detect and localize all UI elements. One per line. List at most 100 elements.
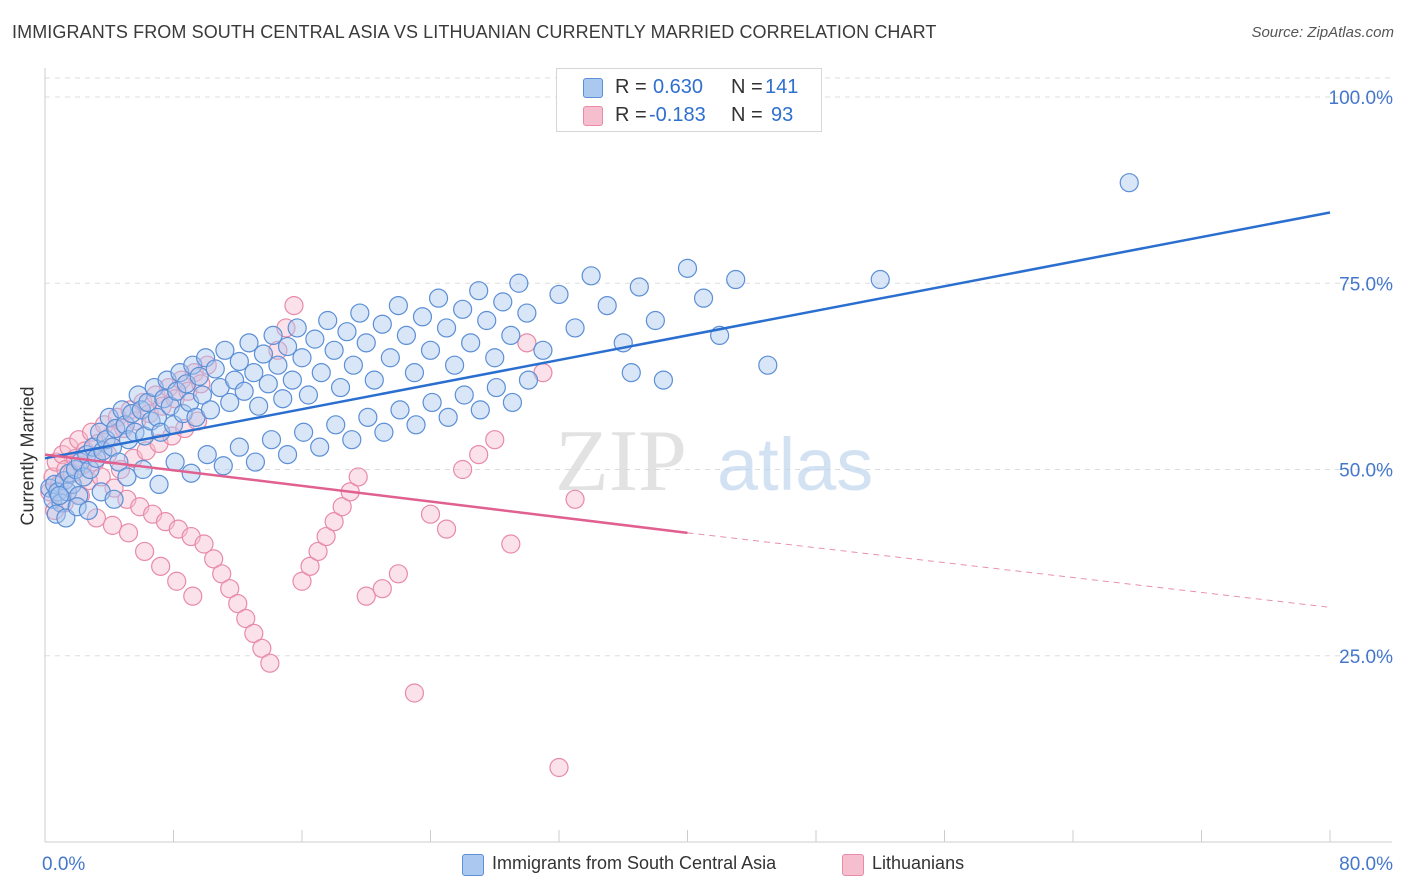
south-central-asia-point xyxy=(330,377,351,398)
south-central-asia-point xyxy=(343,355,363,375)
south-central-asia-point xyxy=(388,296,408,316)
south-central-asia-point xyxy=(758,355,778,375)
pink-swatch xyxy=(583,106,603,126)
south-central-asia-point xyxy=(501,325,521,345)
lithuanians-point xyxy=(268,340,288,360)
correlation-legend: R = 0.630 N = 141 R = -0.183 N = 93 xyxy=(556,68,822,132)
lithuanians-points xyxy=(40,296,585,778)
south-central-asia-point xyxy=(73,467,94,487)
x-tick-label: 80.0% xyxy=(1339,854,1393,875)
y-tick-label: 100.0% xyxy=(1329,88,1394,109)
chart-title: IMMIGRANTS FROM SOUTH CENTRAL ASIA VS LI… xyxy=(12,22,937,42)
south-central-asia-point xyxy=(337,322,357,342)
south-central-asia-points xyxy=(40,173,1139,528)
south-central-asia-point xyxy=(112,400,132,420)
south-central-asia-point xyxy=(412,307,433,327)
legend-n-label: N = xyxy=(731,104,763,126)
south-central-asia-point xyxy=(453,299,473,319)
trend-line-south-central-asia xyxy=(44,211,1331,460)
south-central-asia-point xyxy=(406,415,426,435)
south-central-asia-point xyxy=(565,318,585,338)
south-central-asia-point xyxy=(90,422,110,442)
lithuanians-point xyxy=(436,519,457,539)
south-central-asia-point xyxy=(197,445,217,465)
south-central-asia-point xyxy=(215,340,235,360)
south-central-asia-point xyxy=(502,392,523,413)
south-central-asia-point xyxy=(305,329,325,349)
south-central-asia-point xyxy=(470,400,490,420)
south-central-asia-point xyxy=(128,385,148,405)
south-central-asia-point xyxy=(51,493,71,513)
y-tick-label: 25.0% xyxy=(1339,647,1393,668)
lithuanians-point xyxy=(212,564,232,584)
south-central-asia-point xyxy=(189,366,209,386)
lithuanians-point xyxy=(324,512,344,532)
lithuanians-point xyxy=(104,478,124,498)
south-central-asia-point xyxy=(485,348,505,368)
south-central-asia-point xyxy=(67,497,87,517)
south-central-asia-point xyxy=(726,269,746,290)
south-central-asia-point xyxy=(396,325,417,345)
x-tick-label: 0.0% xyxy=(42,854,85,875)
south-central-asia-point xyxy=(192,385,213,405)
south-central-asia-point xyxy=(261,430,282,450)
trend-line-lithuanians-extension xyxy=(687,532,1331,608)
south-central-asia-point xyxy=(444,355,465,375)
lithuanians-point xyxy=(183,586,203,606)
south-central-asia-point xyxy=(324,340,344,360)
south-central-asia-point xyxy=(509,273,529,293)
south-central-asia-point xyxy=(653,370,674,390)
lithuanians-point xyxy=(404,683,425,703)
south-central-asia-point xyxy=(213,456,233,476)
south-central-asia-point xyxy=(263,325,283,345)
south-central-asia-point xyxy=(220,392,240,413)
legend-r-label: R = xyxy=(615,76,647,98)
lithuanians-point xyxy=(236,608,256,629)
lithuanians-point xyxy=(388,564,408,584)
lithuanians-point xyxy=(167,571,187,591)
south-central-asia-point xyxy=(461,333,481,353)
south-central-asia-point xyxy=(677,258,698,278)
watermark: ZIP atlas xyxy=(555,413,873,510)
y-tick-label: 75.0% xyxy=(1339,274,1393,295)
legend-row-south-central-asia: R = 0.630 N = 141 xyxy=(557,72,821,100)
south-central-asia-point xyxy=(342,430,362,450)
south-central-asia-point xyxy=(870,269,890,290)
south-central-asia-point xyxy=(372,314,392,334)
blue-swatch xyxy=(462,854,484,876)
south-central-asia-point xyxy=(404,363,425,383)
south-central-asia-point xyxy=(1119,173,1139,193)
lithuanians-point xyxy=(300,556,320,576)
lithuanians-point xyxy=(244,623,264,644)
south-central-asia-point xyxy=(149,474,169,494)
south-central-asia-point xyxy=(173,404,193,424)
watermark-zip: ZIP xyxy=(555,413,687,510)
lithuanians-point xyxy=(228,593,248,614)
lithuanians-point xyxy=(348,467,368,487)
south-central-asia-point xyxy=(356,333,376,353)
lithuanians-point xyxy=(118,523,139,543)
south-central-asia-point xyxy=(277,336,298,357)
y-tick-label: 50.0% xyxy=(1339,461,1393,482)
lithuanians-point xyxy=(420,504,441,524)
south-central-asia-point xyxy=(122,404,142,424)
lithuanians-point xyxy=(102,515,123,535)
south-central-asia-point xyxy=(249,396,269,416)
series-legend: Immigrants from South Central Asia Lithu… xyxy=(0,850,1406,880)
lithuanians-point xyxy=(134,541,155,562)
south-central-asia-point xyxy=(493,292,513,312)
south-central-asia-point xyxy=(229,437,249,457)
legend-r-label: R = xyxy=(615,104,647,126)
trend-lines xyxy=(44,211,1331,608)
south-central-asia-point xyxy=(245,452,266,472)
south-central-asia-point xyxy=(205,359,225,379)
south-central-asia-point xyxy=(258,374,278,394)
south-central-asia-point xyxy=(104,489,124,509)
south-central-asia-point xyxy=(253,344,274,364)
south-central-asia-point xyxy=(597,296,617,316)
lithuanians-point xyxy=(356,586,376,606)
blue-swatch xyxy=(583,78,603,98)
south-central-asia-point xyxy=(115,415,135,435)
south-central-asia-point xyxy=(454,385,474,405)
